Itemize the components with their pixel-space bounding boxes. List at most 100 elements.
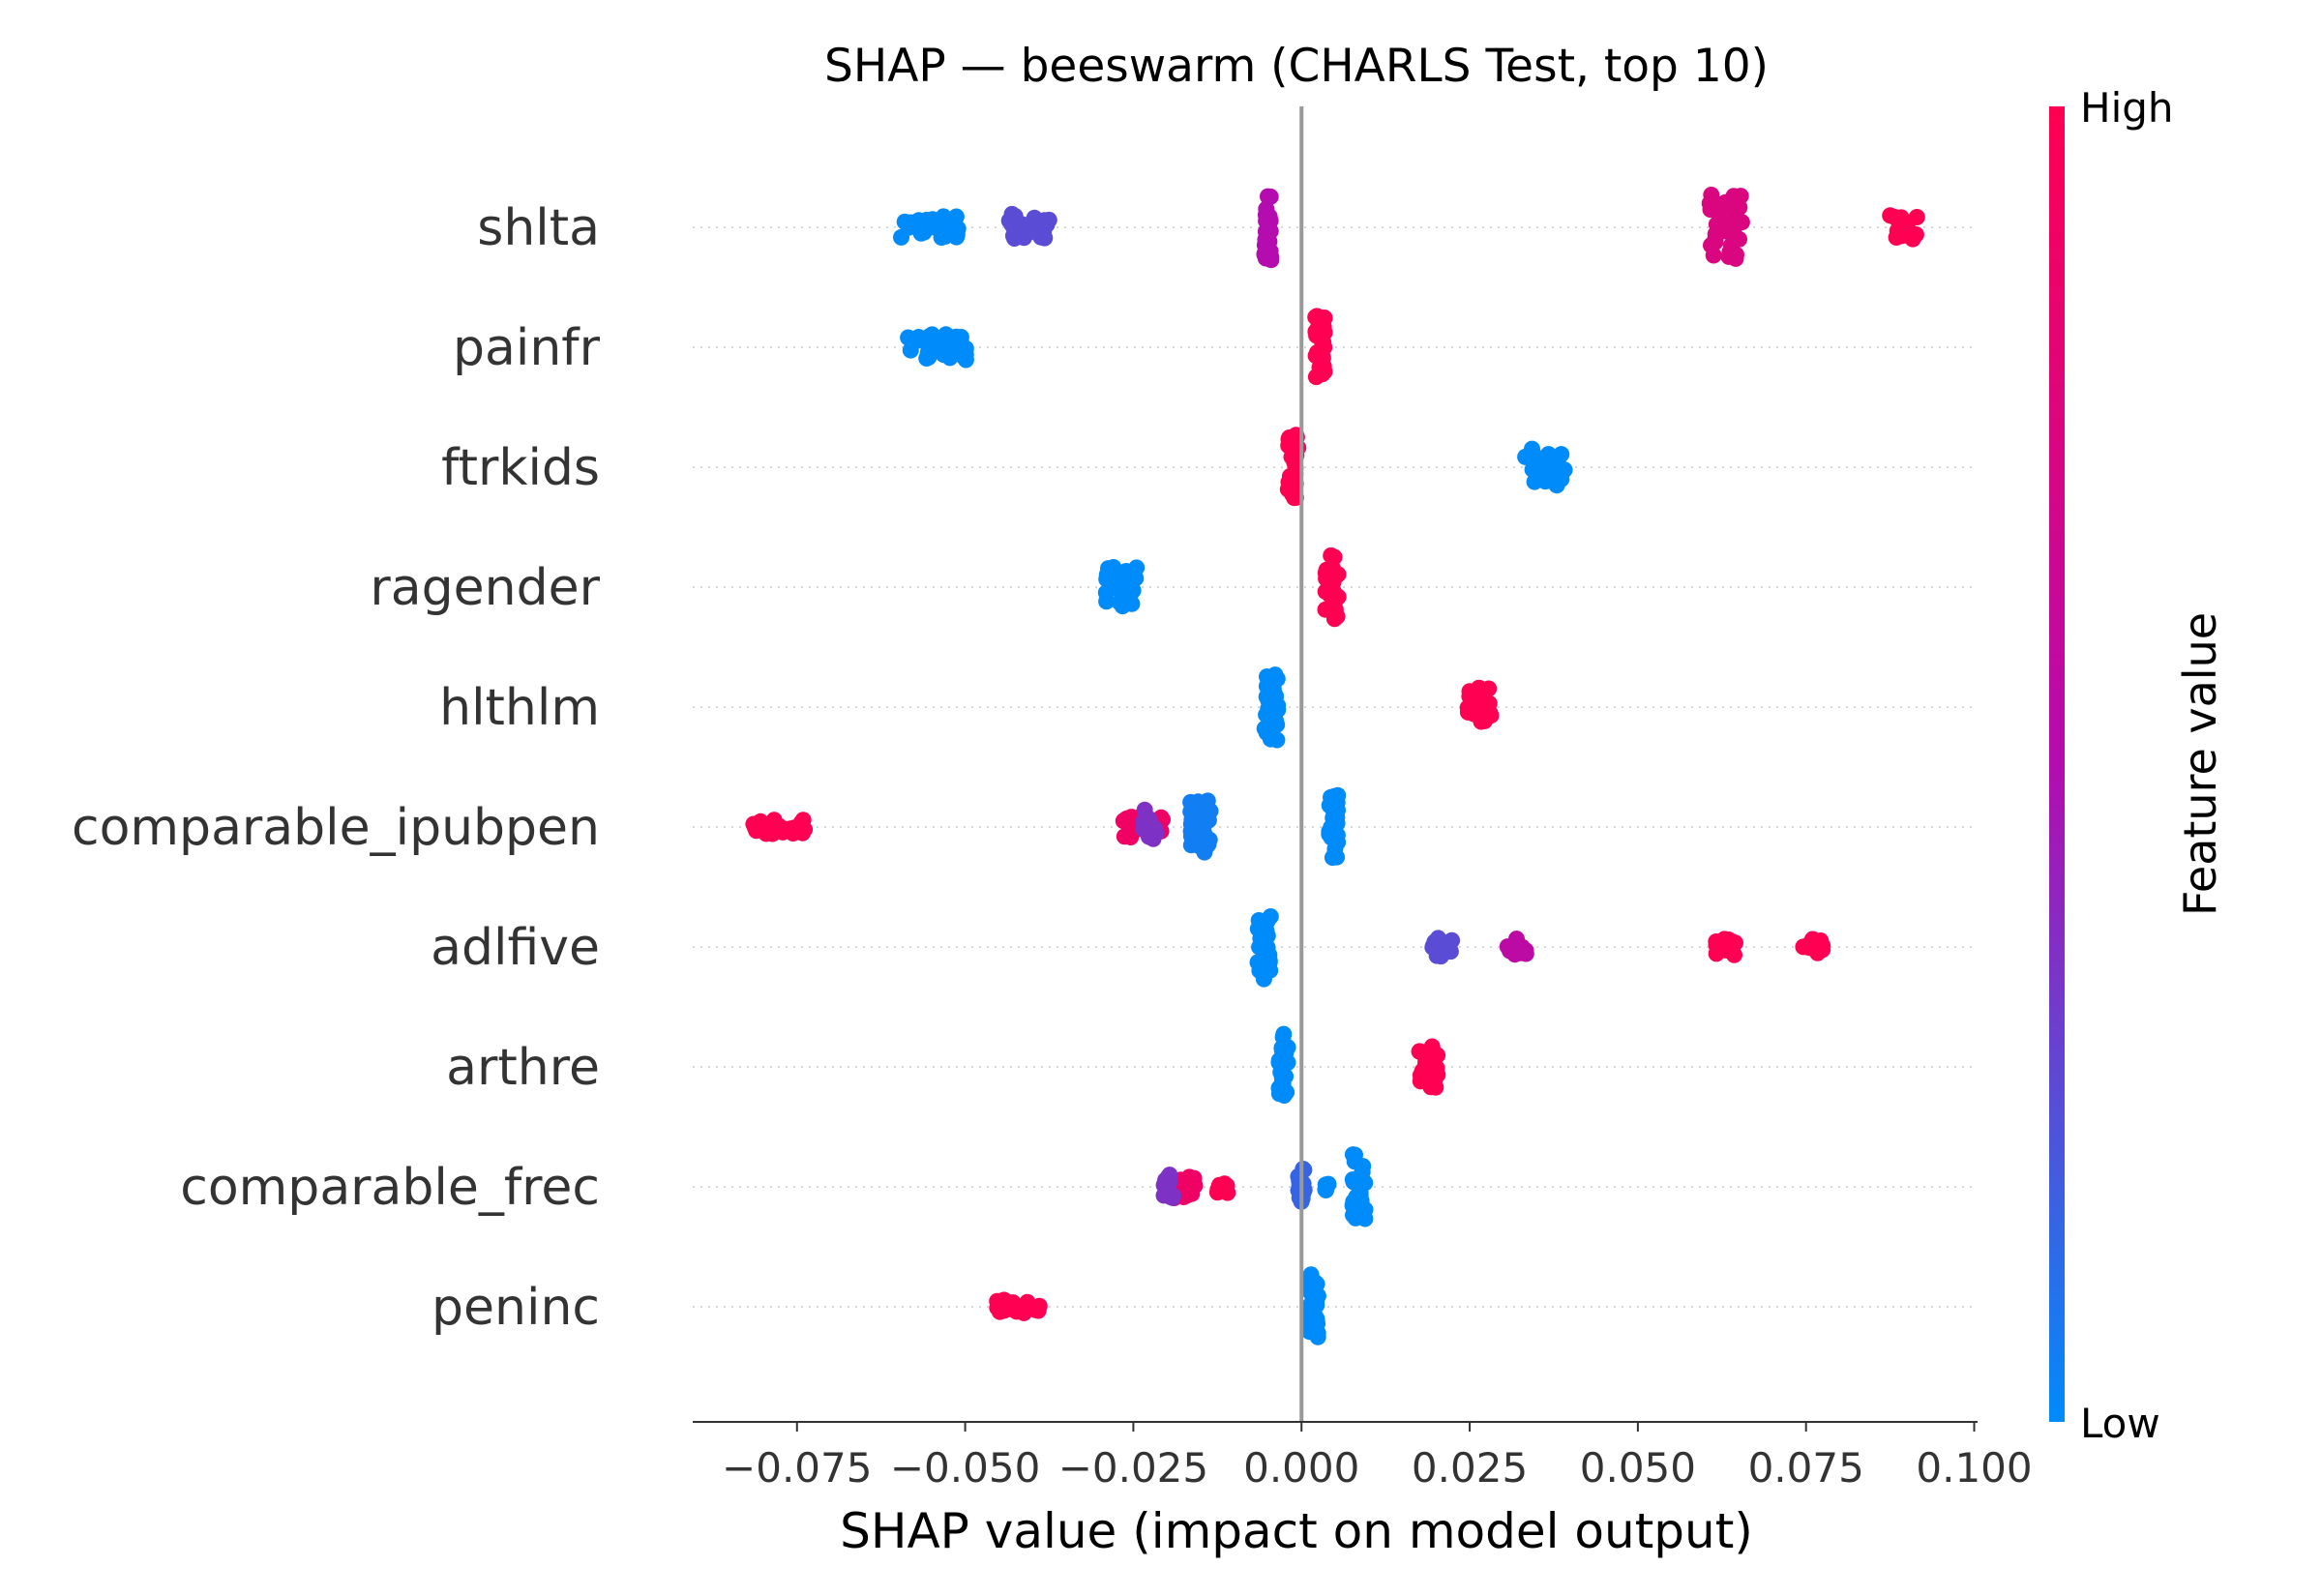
cluster-peninc-0 bbox=[989, 1291, 1048, 1321]
point bbox=[1262, 730, 1279, 748]
point bbox=[1274, 1039, 1292, 1056]
point bbox=[936, 328, 953, 345]
point bbox=[1290, 1167, 1307, 1185]
point bbox=[1119, 827, 1137, 844]
cluster-comparable_frec-1 bbox=[1155, 1167, 1182, 1206]
row-gridlines bbox=[693, 226, 1978, 1308]
point bbox=[1029, 1302, 1047, 1319]
cluster-shlta-2 bbox=[1256, 188, 1280, 269]
point bbox=[1318, 561, 1335, 578]
point bbox=[1257, 947, 1274, 964]
cluster-comparable_ipubpen-2 bbox=[1135, 801, 1165, 847]
point bbox=[775, 820, 792, 838]
point bbox=[1424, 938, 1442, 956]
point bbox=[1347, 1209, 1364, 1227]
point bbox=[1116, 586, 1132, 604]
chart-title: SHAP — beeswarm (CHARLS Test, top 10) bbox=[824, 40, 1769, 93]
point bbox=[1908, 209, 1925, 225]
point bbox=[1442, 943, 1459, 961]
point bbox=[1320, 1175, 1337, 1193]
x-tick-label: 0.075 bbox=[1748, 1444, 1864, 1492]
feature-label-peninc: peninc bbox=[432, 1279, 600, 1337]
feature-label-adlfive: adlfive bbox=[431, 919, 600, 977]
point bbox=[1269, 701, 1287, 719]
point bbox=[1417, 1052, 1435, 1070]
cluster-comparable_frec-4 bbox=[1317, 1175, 1337, 1198]
point bbox=[1812, 932, 1830, 949]
cluster-adlfive-1 bbox=[1424, 930, 1461, 965]
point bbox=[1098, 593, 1116, 610]
point bbox=[1284, 445, 1301, 462]
cluster-peninc-1 bbox=[1299, 1266, 1326, 1345]
point bbox=[1705, 247, 1722, 264]
point bbox=[1202, 802, 1219, 819]
point bbox=[1480, 695, 1498, 712]
point bbox=[1105, 559, 1122, 576]
cluster-arthre-0 bbox=[1270, 1025, 1296, 1104]
feature-label-painfr: painfr bbox=[453, 319, 601, 377]
cluster-comparable_frec-2 bbox=[1208, 1175, 1236, 1201]
cluster-shlta-0 bbox=[893, 208, 967, 246]
point bbox=[1159, 1176, 1176, 1194]
cluster-shlta-4 bbox=[1882, 207, 1925, 248]
cluster-painfr-0 bbox=[900, 326, 974, 369]
cluster-comparable_frec-5 bbox=[1344, 1146, 1374, 1227]
point bbox=[1553, 464, 1570, 482]
point bbox=[1015, 229, 1032, 247]
cluster-painfr-1 bbox=[1307, 308, 1333, 386]
point bbox=[1893, 219, 1911, 236]
data-points bbox=[745, 187, 1925, 1345]
colorbar-label: Feature value bbox=[2174, 612, 2226, 916]
point bbox=[1249, 920, 1266, 937]
point bbox=[1136, 801, 1153, 818]
point bbox=[1005, 219, 1023, 236]
cluster-shlta-3 bbox=[1701, 187, 1750, 267]
point bbox=[1321, 826, 1338, 842]
point bbox=[912, 220, 930, 237]
point bbox=[1702, 201, 1719, 219]
x-tick-label: 0.100 bbox=[1916, 1444, 2032, 1492]
feature-label-shlta: shlta bbox=[477, 199, 600, 257]
cluster-shlta-1 bbox=[1000, 205, 1057, 247]
point bbox=[1727, 250, 1744, 267]
point bbox=[1255, 970, 1272, 988]
point bbox=[1307, 309, 1325, 326]
point bbox=[1727, 934, 1743, 952]
cluster-hlthlm-1 bbox=[1459, 679, 1500, 730]
point bbox=[923, 326, 940, 343]
point bbox=[989, 1292, 1006, 1310]
point bbox=[1540, 446, 1557, 463]
x-tick-label: 0.050 bbox=[1580, 1444, 1696, 1492]
point bbox=[1277, 1068, 1295, 1085]
point bbox=[1317, 601, 1334, 618]
point bbox=[1003, 205, 1021, 222]
cluster-comparable_frec-0 bbox=[1165, 1168, 1204, 1206]
x-axis-label: SHAP value (impact on model output) bbox=[840, 1503, 1753, 1559]
point bbox=[902, 341, 919, 359]
point bbox=[1328, 794, 1346, 812]
point bbox=[919, 344, 937, 362]
point bbox=[1353, 1166, 1370, 1183]
point bbox=[942, 344, 959, 362]
point bbox=[1146, 820, 1163, 838]
point bbox=[1302, 1266, 1320, 1284]
x-tick-label: 0.000 bbox=[1243, 1444, 1359, 1492]
point bbox=[1524, 444, 1541, 461]
point bbox=[910, 329, 927, 345]
point bbox=[1182, 803, 1200, 820]
point bbox=[930, 212, 947, 229]
point bbox=[1344, 1197, 1361, 1214]
cluster-ftrkids-1 bbox=[1517, 440, 1573, 494]
point bbox=[1257, 206, 1274, 223]
cluster-adlfive-0 bbox=[1249, 908, 1279, 988]
point bbox=[1713, 213, 1731, 230]
point bbox=[1530, 463, 1547, 481]
point bbox=[1196, 825, 1213, 842]
point bbox=[933, 229, 950, 246]
point bbox=[1267, 688, 1285, 705]
point bbox=[1323, 547, 1340, 564]
cluster-hlthlm-0 bbox=[1256, 666, 1287, 749]
point bbox=[1036, 212, 1054, 229]
point bbox=[1263, 251, 1280, 269]
